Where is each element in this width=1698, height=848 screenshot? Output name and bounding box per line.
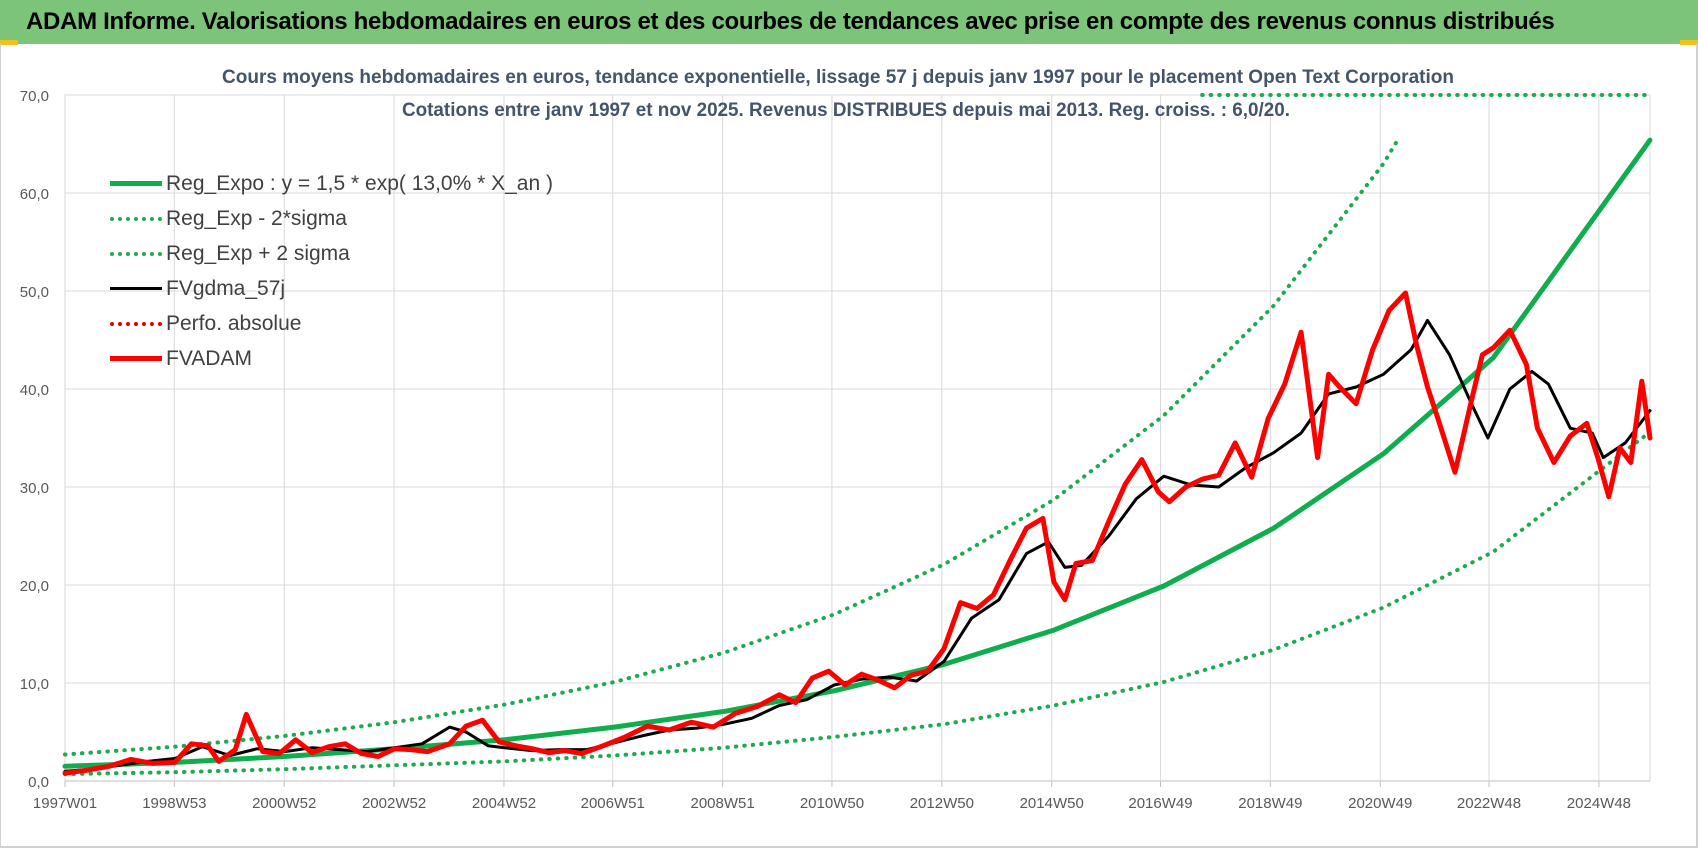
x-tick-label: 2012W50 [910, 795, 974, 812]
legend-label: FVADAM [166, 346, 252, 370]
x-tick-label: 2000W52 [252, 795, 316, 812]
x-tick-label: 2018W49 [1238, 795, 1302, 812]
grid-lines [64, 94, 1651, 782]
y-tick-label: 10,0 [20, 676, 49, 693]
y-tick-label: 20,0 [20, 578, 49, 595]
legend-item: FVgdma_57j [110, 271, 553, 306]
x-axis: 1997W01 1998W53 2000W52 2002W52 2004W52 2006W… [33, 781, 1631, 812]
x-tick-label: 2022W48 [1457, 795, 1521, 812]
series-lines [62, 93, 1653, 777]
y-tick-label: 30,0 [20, 480, 49, 497]
x-tick-label: 2002W52 [362, 795, 426, 812]
y-tick-label: 60,0 [20, 186, 49, 203]
x-tick-label: 1997W01 [33, 795, 97, 812]
chart-frame [0, 44, 1698, 848]
legend-swatch [110, 251, 162, 256]
legend-swatch [110, 356, 162, 361]
x-tick-label: 2010W50 [800, 795, 864, 812]
x-tick-label: 2020W49 [1348, 795, 1412, 812]
series-line-2 [63, 134, 1402, 757]
legend-label: FVgdma_57j [166, 276, 286, 300]
trend-chart: 0,010,020,030,040,050,060,070,0 1997W01 1… [20, 67, 1653, 812]
x-tick-label: 2006W51 [581, 795, 645, 812]
series-line-4 [63, 318, 1652, 773]
corner-marker-left [0, 40, 18, 45]
report-title: ADAM Informe. Valorisations hebdomadaire… [26, 8, 1555, 35]
legend-label: Reg_Expo : y = 1,5 * exp( 13,0% * X_an ) [166, 171, 553, 195]
legend-item: FVADAM [110, 341, 553, 376]
chart-legend: Reg_Expo : y = 1,5 * exp( 13,0% * X_an )… [110, 166, 553, 376]
legend-item: Perfo. absolue [110, 306, 553, 341]
legend-swatch [110, 216, 162, 221]
series-line-6 [62, 290, 1653, 776]
legend-swatch [110, 181, 162, 186]
legend-swatch [110, 321, 162, 326]
x-tick-label: 2016W49 [1128, 795, 1192, 812]
legend-label: Reg_Exp + 2 sigma [166, 241, 350, 265]
chart-title: Cours moyens hebdomadaires en euros, ten… [222, 67, 1454, 88]
y-tick-label: 0,0 [28, 774, 49, 791]
x-tick-label: 2004W52 [472, 795, 536, 812]
x-tick-label: 2014W50 [1020, 795, 1084, 812]
series-line-1 [63, 430, 1652, 777]
y-tick-label: 50,0 [20, 284, 49, 301]
report-banner: ADAM Informe. Valorisations hebdomadaire… [0, 0, 1698, 44]
chart-subtitle: Cotations entre janv 1997 et nov 2025. R… [402, 100, 1290, 121]
y-axis: 0,0 10,0 20,0 30,0 40,0 50,0 60,0 70,0 [20, 88, 49, 791]
corner-marker-right [1680, 40, 1698, 45]
x-tick-label: 2024W48 [1567, 795, 1631, 812]
y-tick-label: 40,0 [20, 382, 49, 399]
y-tick-label: 70,0 [20, 88, 49, 105]
legend-item: Reg_Exp - 2*sigma [110, 201, 553, 236]
legend-item: Reg_Expo : y = 1,5 * exp( 13,0% * X_an ) [110, 166, 553, 201]
legend-label: Perfo. absolue [166, 311, 302, 335]
legend-label: Reg_Exp - 2*sigma [166, 206, 347, 230]
x-tick-label: 1998W53 [142, 795, 206, 812]
series-line-0 [62, 137, 1653, 769]
legend-swatch [110, 287, 162, 290]
x-tick-label: 2008W51 [691, 795, 755, 812]
legend-item: Reg_Exp + 2 sigma [110, 236, 553, 271]
